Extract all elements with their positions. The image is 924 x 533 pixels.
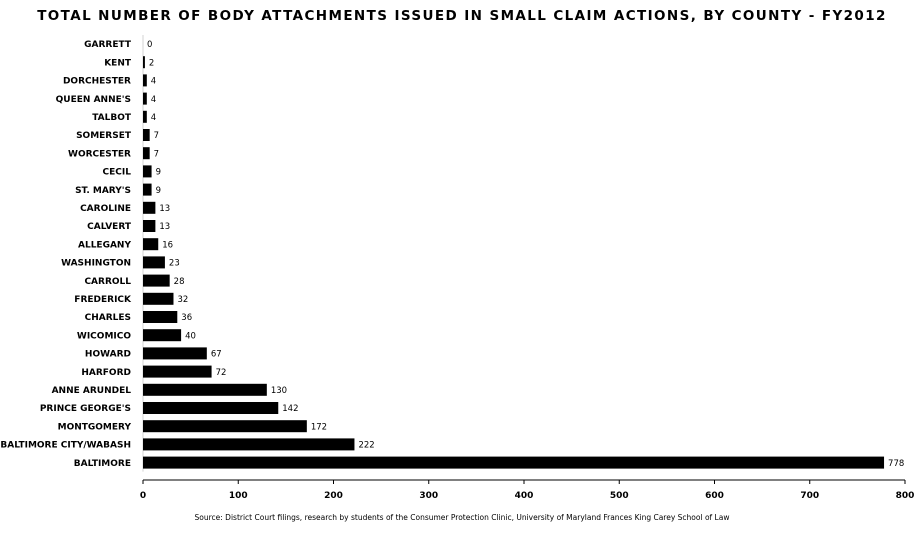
data-label: 130 — [271, 386, 287, 396]
data-label: 2 — [149, 58, 154, 68]
category-label: ANNE ARUNDEL — [52, 386, 132, 396]
data-label: 40 — [185, 331, 196, 341]
bar — [143, 420, 307, 433]
category-label: FREDERICK — [74, 295, 132, 305]
x-tick-label: 500 — [610, 491, 629, 501]
category-label: MONTGOMERY — [58, 422, 132, 432]
category-label: CECIL — [103, 168, 132, 178]
data-label: 9 — [156, 186, 161, 196]
bar — [143, 92, 147, 105]
x-tick-label: 200 — [324, 491, 343, 501]
bar — [143, 201, 156, 214]
data-label: 23 — [169, 259, 180, 269]
x-tick-label: 800 — [896, 491, 915, 501]
bar — [143, 238, 159, 251]
category-label: TALBOT — [92, 113, 132, 123]
bar — [143, 347, 207, 360]
bar — [143, 220, 156, 232]
bar — [143, 110, 147, 123]
bar — [143, 147, 150, 160]
data-label: 778 — [888, 459, 904, 469]
data-label: 7 — [154, 131, 159, 141]
category-label: QUEEN ANNE'S — [56, 95, 131, 105]
category-label: CAROLINE — [80, 204, 131, 214]
category-label: PRINCE GEORGE'S — [40, 404, 131, 414]
category-label: WORCESTER — [68, 149, 131, 159]
bar — [143, 274, 170, 287]
data-label: 142 — [282, 404, 298, 414]
data-label: 0 — [147, 40, 152, 50]
bar — [143, 383, 267, 396]
x-tick-label: 0 — [140, 491, 146, 501]
category-label: BALTIMORE — [74, 459, 131, 469]
data-label: 28 — [174, 277, 185, 287]
category-label: CARROLL — [84, 277, 131, 287]
category-label: ST. MARY'S — [75, 186, 131, 196]
category-label: HARFORD — [81, 368, 131, 378]
x-tick-label: 600 — [705, 491, 724, 501]
bar — [143, 438, 355, 451]
bar — [143, 365, 212, 378]
category-label: CALVERT — [87, 222, 132, 232]
data-label: 4 — [151, 95, 156, 105]
x-tick-label: 700 — [800, 491, 819, 501]
data-label: 16 — [162, 240, 173, 250]
x-tick-label: 400 — [515, 491, 534, 501]
data-label: 4 — [151, 77, 156, 87]
bar — [143, 456, 885, 469]
category-label: DORCHESTER — [63, 77, 131, 87]
data-label: 13 — [159, 204, 170, 214]
x-tick-label: 300 — [419, 491, 438, 501]
bar — [143, 56, 145, 69]
category-label: GARRETT — [84, 40, 132, 50]
bar — [143, 292, 174, 305]
data-label: 32 — [177, 295, 188, 305]
data-label: 9 — [156, 168, 161, 178]
bar — [143, 402, 279, 414]
category-label: ALLEGANY — [78, 240, 131, 250]
bar — [143, 329, 182, 342]
x-tick-label: 100 — [229, 491, 248, 501]
data-label: 222 — [358, 441, 374, 451]
category-label: WICOMICO — [77, 331, 131, 341]
chart-title: TOTAL NUMBER OF BODY ATTACHMENTS ISSUED … — [37, 8, 887, 24]
bar — [143, 74, 147, 87]
source-note: Source: District Court filings, research… — [194, 513, 730, 522]
data-label: 4 — [151, 113, 156, 123]
data-label: 67 — [211, 350, 222, 360]
bar — [143, 311, 178, 323]
data-label: 7 — [154, 149, 159, 159]
data-label: 13 — [159, 222, 170, 232]
data-label: 172 — [311, 422, 327, 432]
category-label: WASHINGTON — [61, 259, 131, 269]
bar — [143, 165, 152, 178]
data-label: 36 — [181, 313, 192, 323]
category-label: KENT — [104, 58, 132, 68]
category-label: BALTIMORE CITY/WABASH — [0, 441, 131, 451]
category-label: SOMERSET — [76, 131, 132, 141]
category-label: HOWARD — [85, 350, 131, 360]
data-label: 72 — [216, 368, 227, 378]
category-label: CHARLES — [85, 313, 131, 323]
bar — [143, 129, 150, 141]
bar — [143, 256, 165, 269]
bar — [143, 183, 152, 196]
